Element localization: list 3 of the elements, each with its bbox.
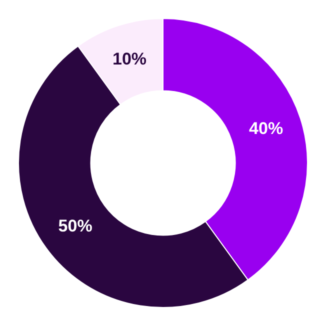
data-label: 50% (58, 216, 92, 236)
data-label: 40% (249, 119, 284, 138)
data-label: 10% (112, 50, 147, 69)
